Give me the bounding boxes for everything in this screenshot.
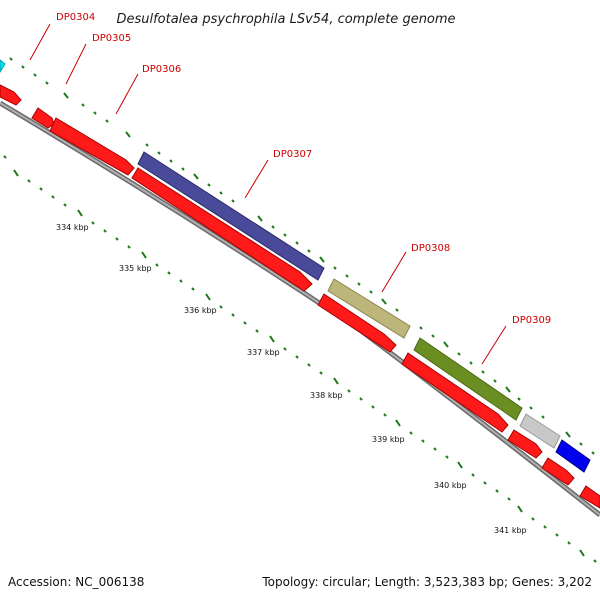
gene-DP0307[interactable] <box>137 151 325 281</box>
gene-arrow-red[interactable] <box>131 167 313 292</box>
gene-arrow-red[interactable] <box>507 429 543 459</box>
scale-label-340: 340 kbp <box>434 481 467 490</box>
gene-arrow-red[interactable] <box>541 457 575 486</box>
leader-line <box>481 325 507 365</box>
scale-label-339: 339 kbp <box>372 435 405 444</box>
leader-line <box>381 251 407 293</box>
gene-blue[interactable] <box>555 439 591 473</box>
inner-tick-row <box>3 155 597 563</box>
gene-labels: DP0304 DP0305 DP0306 DP0307 DP0308 DP030… <box>29 12 551 365</box>
leader-line <box>115 73 139 115</box>
map-title: Desulfotalea psychrophila LSv54, complet… <box>116 12 455 27</box>
scale-label-337: 337 kbp <box>247 348 280 357</box>
gene-label-DP0309[interactable]: DP0309 <box>512 315 551 326</box>
scale-label-334: 334 kbp <box>56 223 89 232</box>
leader-line <box>29 23 51 61</box>
gene-gray[interactable] <box>519 413 561 449</box>
scale-label-341: 341 kbp <box>494 526 527 535</box>
gene-arrow-red[interactable] <box>31 107 55 129</box>
gene-arrow-red[interactable] <box>0 84 22 106</box>
leader-line <box>244 159 269 199</box>
gene-arrow-red[interactable] <box>317 293 397 353</box>
backbone <box>0 100 600 517</box>
gene-arrow-red[interactable] <box>401 352 509 433</box>
gene-DP0308[interactable] <box>327 278 411 339</box>
gene-label-DP0305[interactable]: DP0305 <box>92 33 131 44</box>
scale-label-335: 335 kbp <box>119 264 152 273</box>
scale-labels: 334 kbp 335 kbp 336 kbp 337 kbp 338 kbp … <box>56 223 527 535</box>
forward-genes <box>0 84 600 509</box>
gene-arrow-red[interactable] <box>49 117 135 176</box>
outer-tick-row <box>9 57 595 455</box>
gene-label-DP0307[interactable]: DP0307 <box>273 149 312 160</box>
gene-label-DP0308[interactable]: DP0308 <box>411 243 450 254</box>
gene-cyan[interactable] <box>0 59 6 73</box>
accession-text: Accession: NC_006138 <box>8 575 144 589</box>
genome-summary-text: Topology: circular; Length: 3,523,383 bp… <box>261 575 592 589</box>
gene-label-DP0306[interactable]: DP0306 <box>142 64 181 75</box>
leader-line <box>65 43 87 85</box>
colored-genes <box>0 59 591 473</box>
gene-label-DP0304[interactable]: DP0304 <box>56 12 95 23</box>
scale-label-338: 338 kbp <box>310 391 343 400</box>
scale-label-336: 336 kbp <box>184 306 217 315</box>
gene-arrow-red[interactable] <box>579 485 600 509</box>
gene-DP0309[interactable] <box>413 337 523 421</box>
